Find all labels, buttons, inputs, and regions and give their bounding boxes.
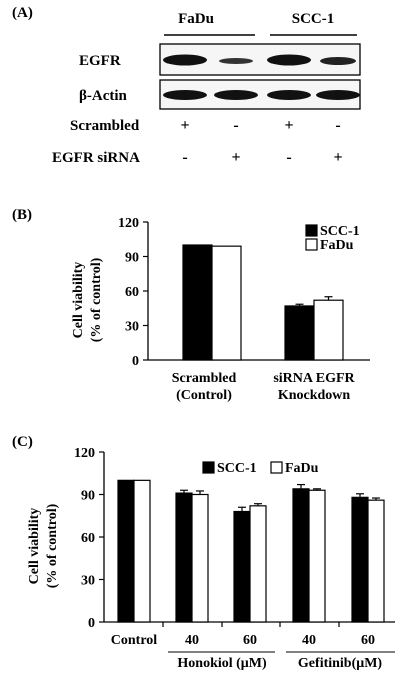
bar-scc-1 (284, 305, 315, 361)
legend-label-scc-1: SCC-1 (217, 461, 257, 476)
cell-line-label-scc1: SCC-1 (292, 11, 335, 27)
bar-fadu (133, 479, 151, 623)
legend-swatch-fadu (305, 238, 318, 251)
egfr-band-4 (320, 57, 356, 65)
actin-band-2 (214, 90, 258, 100)
treatment-mark: + (231, 149, 240, 166)
y-tick-label: 120 (118, 216, 139, 231)
y-tick-label: 0 (132, 354, 139, 369)
chart-c: 0 30 60 90 120 Control 40 60 40 60 SCC-1 FaDu (74, 446, 395, 648)
panel-c-label: (C) (12, 434, 33, 450)
treatment-row-label-scrambled: Scrambled (70, 118, 140, 134)
bar-fadu (211, 245, 242, 361)
x-category-label: 60 (243, 633, 257, 648)
bar-fadu (191, 493, 209, 623)
panel-b-ylabel: Cell viability (% of control) (71, 257, 104, 342)
cell-line-label-fadu: FaDu (178, 11, 214, 27)
x-category-label: 40 (185, 633, 199, 648)
legend-swatch-scc-1 (305, 224, 318, 237)
x-category-label: 60 (361, 633, 375, 648)
panel-c-ylabel-line2: (% of control) (45, 503, 60, 588)
actin-band-1 (163, 90, 207, 100)
panel-b-ylabel-line2: (% of control) (89, 257, 104, 342)
dose-group-label-gefitinib: Gefitinib(μM) (298, 656, 382, 671)
panel-c-ylabel-line1: Cell viability (27, 508, 42, 585)
dose-group-label-honokiol: Honokiol (μM) (177, 656, 267, 671)
egfr-band-1 (163, 54, 207, 66)
bar-fadu (308, 489, 326, 623)
treatment-row-label-sirna: EGFR siRNA (52, 150, 140, 166)
y-tick-label: 120 (74, 446, 95, 461)
bar-fadu (249, 505, 267, 623)
bar-scc-1 (351, 496, 369, 623)
actin-band-3 (267, 90, 311, 100)
treatment-mark: - (286, 149, 291, 166)
y-tick-label: 0 (88, 616, 95, 631)
bar-scc-1 (117, 479, 135, 623)
actin-band-4 (316, 90, 360, 100)
bar-scc-1 (182, 244, 213, 361)
y-tick-label: 30 (81, 574, 95, 589)
panel-a-label: (A) (12, 5, 33, 21)
treatment-mark: + (333, 149, 342, 166)
panel-c-ylabel: Cell viability (% of control) (27, 503, 60, 588)
treatment-mark: + (284, 117, 293, 134)
bar-scc-1 (292, 488, 310, 623)
treatment-mark: - (233, 117, 238, 134)
legend-label-scc-1: SCC-1 (320, 224, 360, 239)
y-tick-label: 60 (81, 531, 95, 546)
egfr-band-3 (267, 54, 311, 66)
panel-b-ylabel-line1: Cell viability (71, 262, 86, 339)
treatment-mark: - (335, 117, 340, 134)
group-label-knockdown-line1: siRNA EGFR (273, 371, 355, 386)
egfr-bands (163, 54, 356, 66)
treatment-mark: + (180, 117, 189, 134)
actin-bands (163, 90, 360, 100)
group-label-scrambled-line1: Scrambled (172, 371, 237, 386)
egfr-band-2 (219, 58, 253, 64)
y-tick-label: 60 (125, 285, 139, 300)
bar-scc-1 (233, 510, 251, 623)
x-category-label: Control (111, 633, 158, 648)
blot-row-label-actin: β-Actin (79, 88, 128, 104)
x-category-label: 40 (302, 633, 316, 648)
legend-label-fadu: FaDu (320, 238, 354, 253)
y-tick-label: 90 (81, 489, 95, 504)
group-label-scrambled-line2: (Control) (176, 388, 232, 403)
y-tick-label: 90 (125, 251, 139, 266)
group-label-knockdown-line2: Knockdown (278, 388, 351, 403)
legend-label-fadu: FaDu (285, 461, 319, 476)
bar-fadu (367, 499, 385, 623)
legend-swatch-scc-1 (202, 461, 215, 474)
blot-row-label-egfr: EGFR (79, 53, 121, 69)
bar-fadu (313, 299, 344, 361)
y-tick-label: 30 (125, 320, 139, 335)
legend-swatch-fadu (270, 461, 283, 474)
panel-b-label: (B) (12, 207, 32, 223)
bar-scc-1 (175, 492, 193, 623)
treatment-mark: - (182, 149, 187, 166)
